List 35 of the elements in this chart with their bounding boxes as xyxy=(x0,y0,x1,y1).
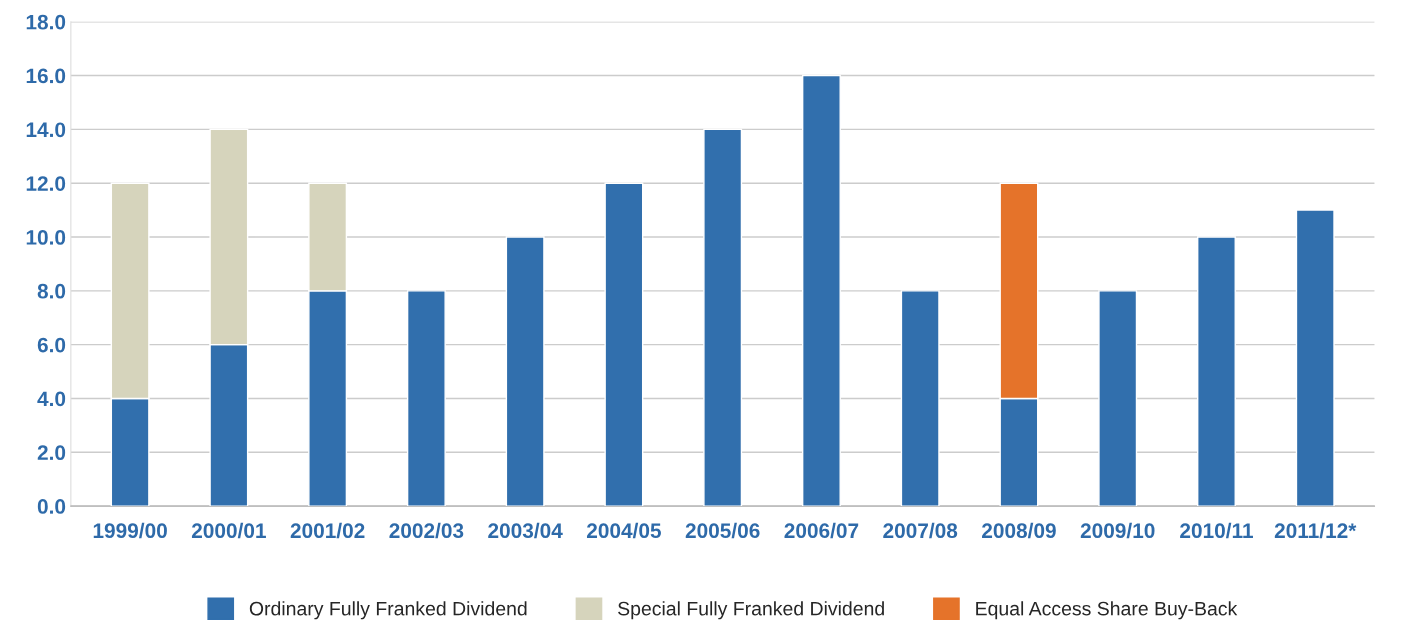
y-tick-label: 16.0 xyxy=(26,68,66,84)
bar xyxy=(900,290,940,507)
x-tick-label: 2010/11 xyxy=(1180,522,1253,539)
y-tick-label: 14.0 xyxy=(26,122,66,138)
x-tick-label: 1999/00 xyxy=(93,522,167,539)
y-tick-label: 4.0 xyxy=(37,391,66,407)
y-tick-label: 8.0 xyxy=(37,283,66,299)
bar xyxy=(1098,290,1138,507)
y-tick-label: 12.0 xyxy=(26,176,66,191)
y-tick-label: 10.0 xyxy=(26,230,66,245)
bar xyxy=(505,236,545,507)
y-tick-label: 6.0 xyxy=(37,337,66,353)
y-tick-label: 18.0 xyxy=(26,14,66,30)
legend-label: Ordinary Fully Franked Dividend xyxy=(249,601,527,620)
x-tick-label: 2005/06 xyxy=(685,522,760,539)
bar xyxy=(801,74,841,507)
x-tick-label: 2009/10 xyxy=(1080,522,1155,539)
x-tick-label: 2001/02 xyxy=(290,522,365,539)
legend-label: Special Fully Franked Dividend xyxy=(618,601,884,620)
x-tick-label: 2011/12* xyxy=(1274,522,1357,539)
bar xyxy=(604,182,644,507)
x-tick-label: 2000/01 xyxy=(191,522,266,539)
bar xyxy=(703,128,743,507)
x-tick-label: 2006/07 xyxy=(784,522,859,539)
bar xyxy=(1197,236,1236,507)
y-tick-label: 2.0 xyxy=(37,445,66,461)
x-tick-label: 2003/04 xyxy=(488,522,563,539)
y-tick-label: 0.0 xyxy=(37,499,66,514)
legend-label: Equal Access Share Buy-Back xyxy=(976,601,1238,620)
x-tick-label: 2004/05 xyxy=(586,522,661,539)
bar xyxy=(406,290,446,507)
bar xyxy=(1295,209,1335,507)
x-tick-label: 2002/03 xyxy=(389,522,464,539)
x-tick-label: 2008/09 xyxy=(982,522,1056,539)
x-tick-label: 2007/08 xyxy=(883,522,958,539)
